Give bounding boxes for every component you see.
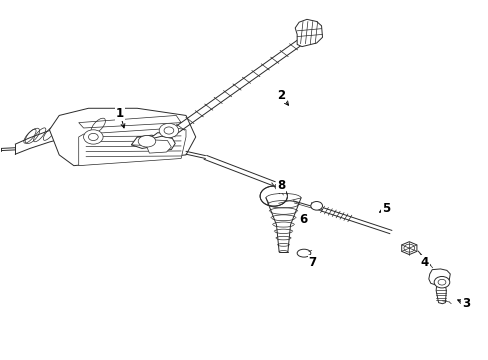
Ellipse shape bbox=[433, 276, 449, 288]
Ellipse shape bbox=[83, 130, 103, 144]
Text: 1: 1 bbox=[116, 107, 124, 120]
Ellipse shape bbox=[159, 123, 178, 138]
Polygon shape bbox=[49, 108, 195, 166]
Polygon shape bbox=[435, 286, 446, 304]
Text: 5: 5 bbox=[381, 202, 389, 215]
Polygon shape bbox=[151, 133, 170, 145]
Ellipse shape bbox=[163, 127, 173, 134]
Text: 6: 6 bbox=[298, 213, 306, 226]
Ellipse shape bbox=[310, 202, 322, 210]
Polygon shape bbox=[79, 128, 185, 166]
Text: 3: 3 bbox=[461, 297, 469, 310]
Polygon shape bbox=[146, 140, 171, 153]
Polygon shape bbox=[79, 116, 181, 128]
Polygon shape bbox=[131, 135, 161, 148]
Polygon shape bbox=[295, 19, 322, 46]
Text: 4: 4 bbox=[420, 256, 428, 269]
Ellipse shape bbox=[88, 134, 98, 140]
Ellipse shape bbox=[138, 135, 156, 147]
Polygon shape bbox=[151, 136, 175, 151]
Ellipse shape bbox=[437, 279, 445, 285]
Text: 8: 8 bbox=[276, 179, 285, 192]
Text: 7: 7 bbox=[308, 256, 316, 269]
Polygon shape bbox=[401, 242, 416, 255]
Ellipse shape bbox=[403, 244, 414, 252]
Text: 2: 2 bbox=[276, 89, 285, 102]
Polygon shape bbox=[428, 269, 449, 285]
